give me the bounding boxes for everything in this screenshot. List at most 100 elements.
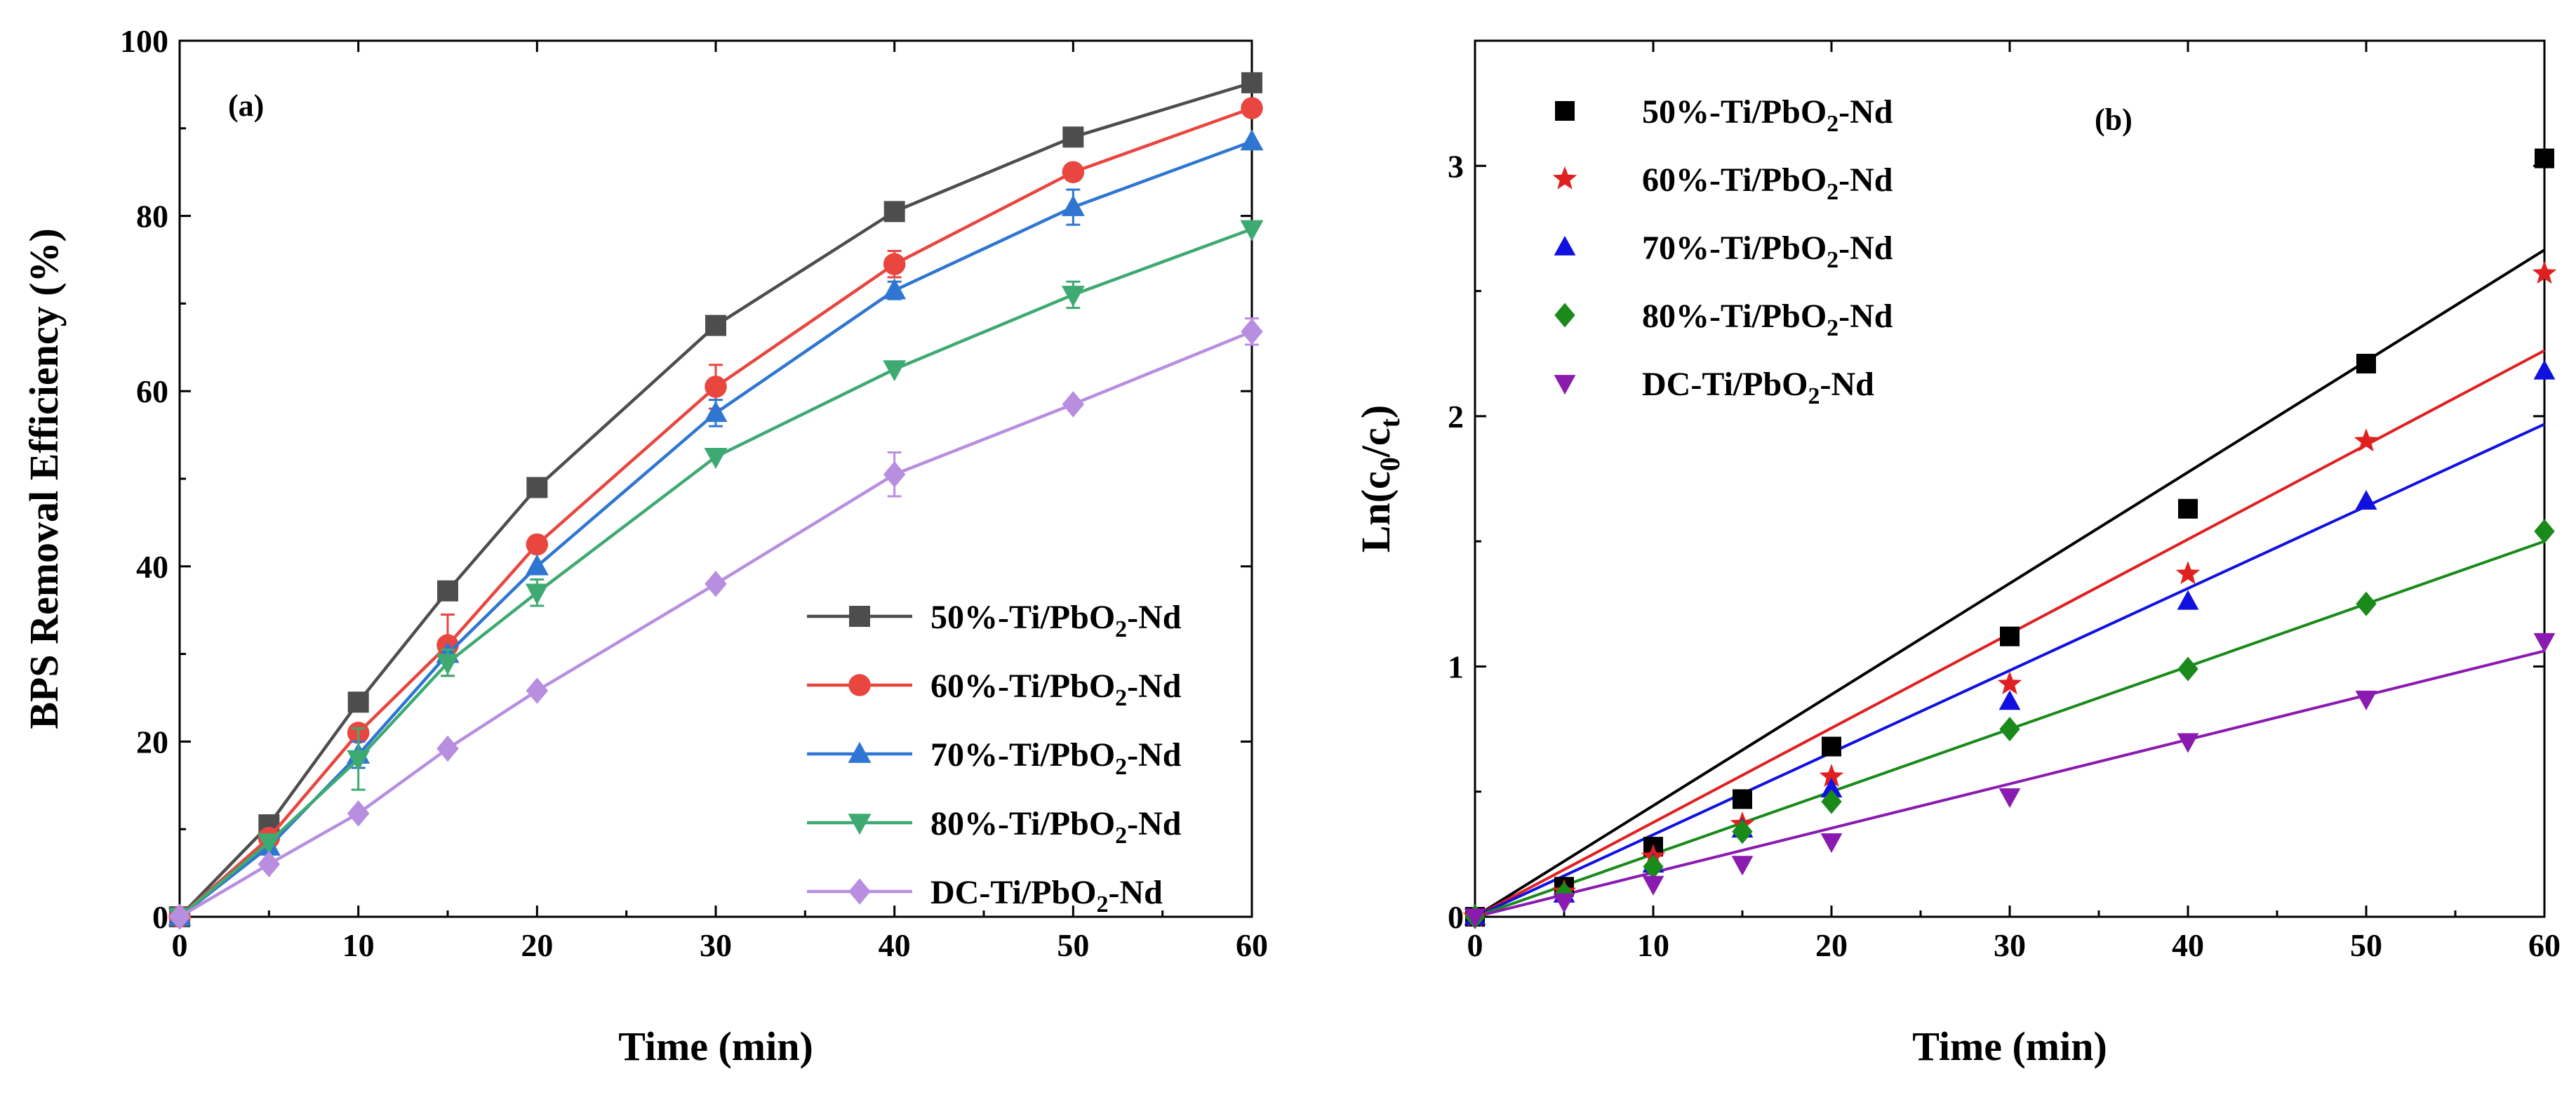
- a-legend-marker-60-ti-pbo2-nd: [848, 674, 871, 696]
- panel-a-ticks: [178, 39, 1253, 918]
- b-series-dc-ti-pbo2-nd: [1464, 632, 2556, 929]
- b-legend-label-suffix-dc-ti-pbo2-nd: -Nd: [1820, 366, 1874, 403]
- a-point-50-ti-pbo2-nd-2: [347, 691, 369, 713]
- b-fit-line-70-ti-pbo2-nd: [1474, 423, 2545, 918]
- panel-b-tick-labels: 0 10 20 30 40 50 60 0 1 2 3: [1448, 148, 2561, 963]
- b-x-tick-label-1: 10: [1637, 927, 1669, 963]
- b-point-70-ti-pbo2-nd-4: [1820, 778, 1843, 798]
- b-point-dc-ti-pbo2-nd-1: [1553, 893, 1575, 913]
- b-legend-item-70-ti-pbo2-nd: 70%-Ti/PbO2-Nd: [1554, 230, 1893, 273]
- a-point-80-ti-pbo2-nd-8: [1240, 220, 1264, 241]
- a-point-60-ti-pbo2-nd-8: [1241, 97, 1263, 119]
- panel-a-label: (a): [228, 88, 264, 123]
- panel-a-x-axis-title: Time (min): [618, 1023, 813, 1069]
- b-point-80-ti-pbo2-nd-6: [2177, 656, 2198, 682]
- a-series-60-ti-pbo2-nd: [168, 97, 1263, 928]
- b-legend-marker-dc-ti-pbo2-nd: [1554, 375, 1576, 395]
- a-series-dc-ti-pbo2-nd: [168, 317, 1263, 930]
- a-x-tick-label-4: 40: [879, 927, 911, 963]
- a-point-80-ti-pbo2-nd-1: [257, 833, 281, 855]
- b-point-80-ti-pbo2-nd-7: [2356, 591, 2377, 616]
- a-point-50-ti-pbo2-nd-4: [526, 477, 548, 498]
- a-x-tick-label-1: 10: [342, 927, 375, 963]
- a-point-80-ti-pbo2-nd-6: [883, 360, 907, 382]
- panel-a-series: [168, 72, 1264, 930]
- b-point-60-ti-pbo2-nd-5: [1997, 671, 2022, 695]
- b-point-60-ti-pbo2-nd-4: [1819, 764, 1844, 787]
- a-point-dc-ti-pbo2-nd-4: [526, 677, 549, 704]
- b-legend-label-dc-ti-pbo2-nd: DC-Ti/PbO2-Nd: [1642, 366, 1874, 409]
- b-point-80-ti-pbo2-nd-5: [1999, 717, 2020, 742]
- a-legend-label-suffix-60-ti-pbo2-nd: -Nd: [1127, 668, 1182, 705]
- b-legend-label-sub-dc-ti-pbo2-nd: 2: [1808, 383, 1820, 409]
- a-y-tick-label-0: 0: [152, 899, 168, 935]
- a-legend-label-sub-80-ti-pbo2-nd: 2: [1115, 823, 1127, 849]
- panel-b-series: [1462, 148, 2557, 929]
- a-legend-marker-80-ti-pbo2-nd: [848, 814, 872, 835]
- ylabel-sub-1: 0: [1374, 457, 1406, 471]
- b-point-dc-ti-pbo2-nd-7: [2355, 690, 2377, 710]
- a-y-tick-label-1: 20: [136, 724, 168, 760]
- b-point-50-ti-pbo2-nd-7: [2356, 353, 2376, 373]
- a-legend-label-sub-50-ti-pbo2-nd: 2: [1115, 616, 1127, 642]
- b-legend-label-suffix-70-ti-pbo2-nd: -Nd: [1838, 230, 1893, 267]
- b-point-70-ti-pbo2-nd-6: [2177, 590, 2199, 610]
- a-legend-item-80-ti-pbo2-nd: 80%-Ti/PbO2-Nd: [807, 805, 1182, 849]
- ylabel-part-2: /c: [1353, 428, 1399, 458]
- b-legend-marker-60-ti-pbo2-nd: [1552, 166, 1577, 190]
- panel-a-tick-labels: 0 10 20 30 40 50 60 0 20 40 60 80 100: [120, 23, 1268, 963]
- panel-b-legend: 50%-Ti/PbO2-Nd60%-Ti/PbO2-Nd70%-Ti/PbO2-…: [1552, 93, 1893, 409]
- b-legend-item-50-ti-pbo2-nd: 50%-Ti/PbO2-Nd: [1555, 93, 1893, 137]
- a-y-tick-label-5: 100: [120, 23, 168, 59]
- b-point-70-ti-pbo2-nd-8: [2533, 359, 2556, 380]
- b-point-50-ti-pbo2-nd-4: [1822, 736, 1841, 757]
- b-legend-label-sub-60-ti-pbo2-nd: 2: [1827, 179, 1838, 205]
- b-y-tick-label-3: 3: [1448, 148, 1464, 184]
- b-point-80-ti-pbo2-nd-4: [1821, 789, 1842, 814]
- a-legend-item-60-ti-pbo2-nd: 60%-Ti/PbO2-Nd: [807, 668, 1182, 711]
- a-point-70-ti-pbo2-nd-4: [525, 554, 549, 576]
- a-series-line-50-ti-pbo2-nd: [178, 81, 1253, 918]
- b-point-dc-ti-pbo2-nd-6: [2177, 733, 2199, 753]
- a-legend-marker-50-ti-pbo2-nd: [849, 606, 870, 627]
- b-y-tick-label-2: 2: [1448, 399, 1464, 435]
- a-point-dc-ti-pbo2-nd-3: [436, 735, 459, 762]
- panel-a-removal-efficiency-chart: 0 10 20 30 40 50 60 0 20 40 60 80 100 (a) Time (min)…: [21, 23, 1268, 1069]
- a-legend-label-main-70-ti-pbo2-nd: 70%-Ti/PbO: [930, 736, 1115, 774]
- panel-b-x-axis-title: Time (min): [1912, 1023, 2107, 1069]
- b-legend-marker-50-ti-pbo2-nd: [1555, 101, 1575, 121]
- b-legend-label-sub-70-ti-pbo2-nd: 2: [1827, 247, 1838, 273]
- a-x-tick-label-6: 60: [1236, 927, 1268, 963]
- b-legend-label-main-60-ti-pbo2-nd: 60%-Ti/PbO: [1642, 161, 1827, 199]
- a-point-dc-ti-pbo2-nd-1: [258, 851, 281, 877]
- b-y-tick-label-1: 1: [1448, 649, 1464, 684]
- a-point-80-ti-pbo2-nd-5: [704, 448, 728, 470]
- b-series-50-ti-pbo2-nd: [1465, 148, 2554, 927]
- panel-a-legend: 50%-Ti/PbO2-Nd60%-Ti/PbO2-Nd70%-Ti/PbO2-…: [807, 599, 1182, 917]
- a-series-line-60-ti-pbo2-nd: [178, 106, 1253, 918]
- a-point-dc-ti-pbo2-nd-2: [347, 800, 370, 827]
- b-point-60-ti-pbo2-nd-8: [2532, 260, 2557, 284]
- b-x-tick-label-6: 60: [2528, 927, 2561, 963]
- b-legend-label-sub-50-ti-pbo2-nd: 2: [1827, 111, 1838, 137]
- a-point-50-ti-pbo2-nd-6: [883, 201, 905, 223]
- a-legend-label-main-80-ti-pbo2-nd: 80%-Ti/PbO: [930, 805, 1115, 842]
- b-legend-label-80-ti-pbo2-nd: 80%-Ti/PbO2-Nd: [1642, 298, 1893, 341]
- a-x-tick-label-5: 50: [1057, 927, 1089, 963]
- a-legend-label-suffix-dc-ti-pbo2-nd: -Nd: [1108, 874, 1163, 911]
- a-legend-label-70-ti-pbo2-nd: 70%-Ti/PbO2-Nd: [930, 736, 1182, 780]
- b-point-70-ti-pbo2-nd-7: [2355, 489, 2377, 510]
- ylabel-sub-2: t: [1374, 418, 1406, 428]
- a-point-50-ti-pbo2-nd-7: [1062, 126, 1084, 148]
- a-y-tick-label-4: 80: [136, 199, 168, 234]
- a-legend-label-sub-70-ti-pbo2-nd: 2: [1115, 754, 1127, 780]
- b-series-80-ti-pbo2-nd: [1464, 519, 2555, 929]
- a-x-tick-label-0: 0: [172, 927, 188, 963]
- a-point-80-ti-pbo2-nd-2: [347, 750, 371, 771]
- a-point-dc-ti-pbo2-nd-0: [168, 903, 191, 930]
- b-legend-label-50-ti-pbo2-nd: 50%-Ti/PbO2-Nd: [1642, 93, 1893, 137]
- b-y-tick-label-0: 0: [1448, 899, 1464, 935]
- a-y-tick-label-3: 60: [136, 373, 168, 409]
- b-legend-item-60-ti-pbo2-nd: 60%-Ti/PbO2-Nd: [1552, 161, 1893, 205]
